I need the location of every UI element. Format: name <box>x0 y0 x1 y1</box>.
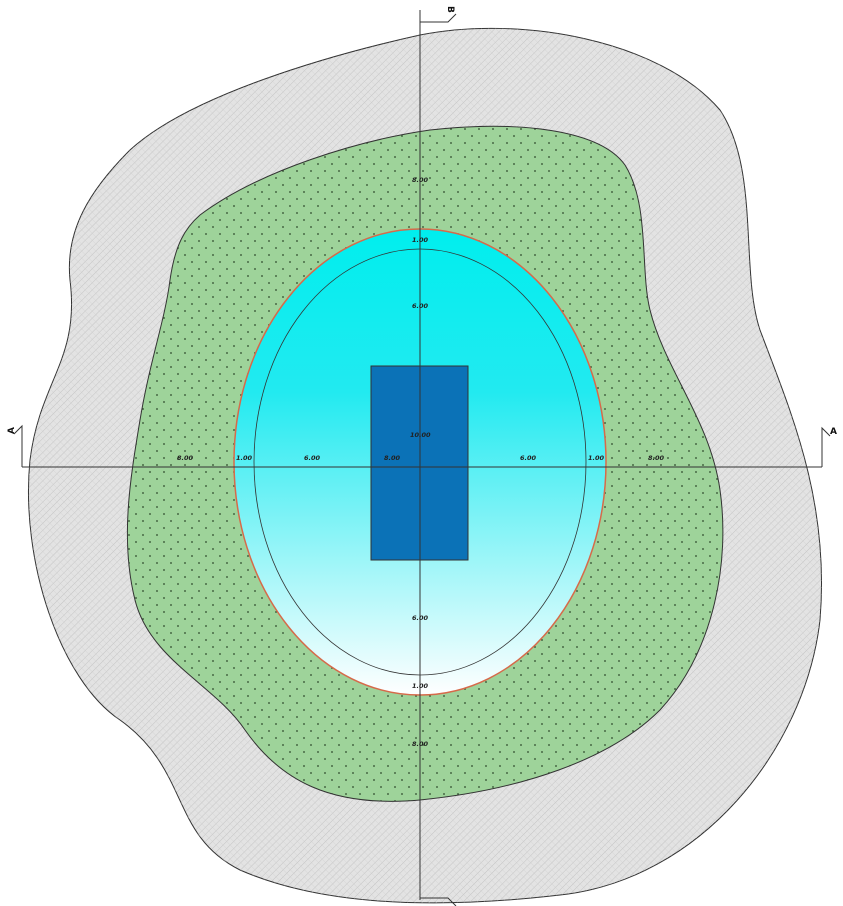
dim-bottom-outer: 8.00 <box>412 740 429 748</box>
dim-right-outer: 8.00 <box>648 454 665 462</box>
dim-top-outer: 8.00 <box>412 176 429 184</box>
dim-left-rim: 1.00 <box>236 454 253 462</box>
section-marker-b-bottom <box>420 897 457 906</box>
dim-center: 10.00 <box>410 431 431 439</box>
section-marker-b-top <box>420 13 457 23</box>
dim-left-center: 8.00 <box>384 454 401 462</box>
dim-bottom-rim: 1.00 <box>412 682 429 690</box>
section-marker-a-right <box>821 426 831 467</box>
dim-top-inner: 6.00 <box>412 302 429 310</box>
section-label-a-right: A <box>830 427 837 437</box>
dim-top-rim: 1.00 <box>412 236 429 244</box>
dim-bottom-inner: 6.00 <box>412 614 429 622</box>
dim-left-inner: 6.00 <box>304 454 321 462</box>
section-label-a-left: A <box>7 427 17 434</box>
section-marker-a-left <box>13 424 23 467</box>
section-label-b-top: B <box>445 6 455 13</box>
dim-left-outer: 8.00 <box>177 454 194 462</box>
dim-right-rim: 1.00 <box>588 454 605 462</box>
dim-right-inner: 6.00 <box>520 454 537 462</box>
